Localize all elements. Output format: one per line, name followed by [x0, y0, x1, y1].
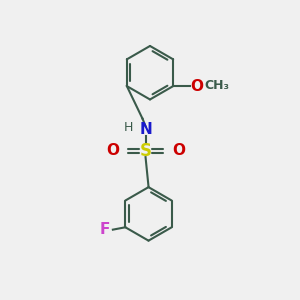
Text: F: F: [100, 222, 110, 237]
Text: O: O: [106, 143, 119, 158]
Text: H: H: [124, 121, 134, 134]
Text: O: O: [172, 143, 185, 158]
Text: O: O: [190, 79, 203, 94]
Text: N: N: [139, 122, 152, 137]
Text: CH₃: CH₃: [204, 79, 230, 92]
Text: S: S: [140, 142, 152, 160]
